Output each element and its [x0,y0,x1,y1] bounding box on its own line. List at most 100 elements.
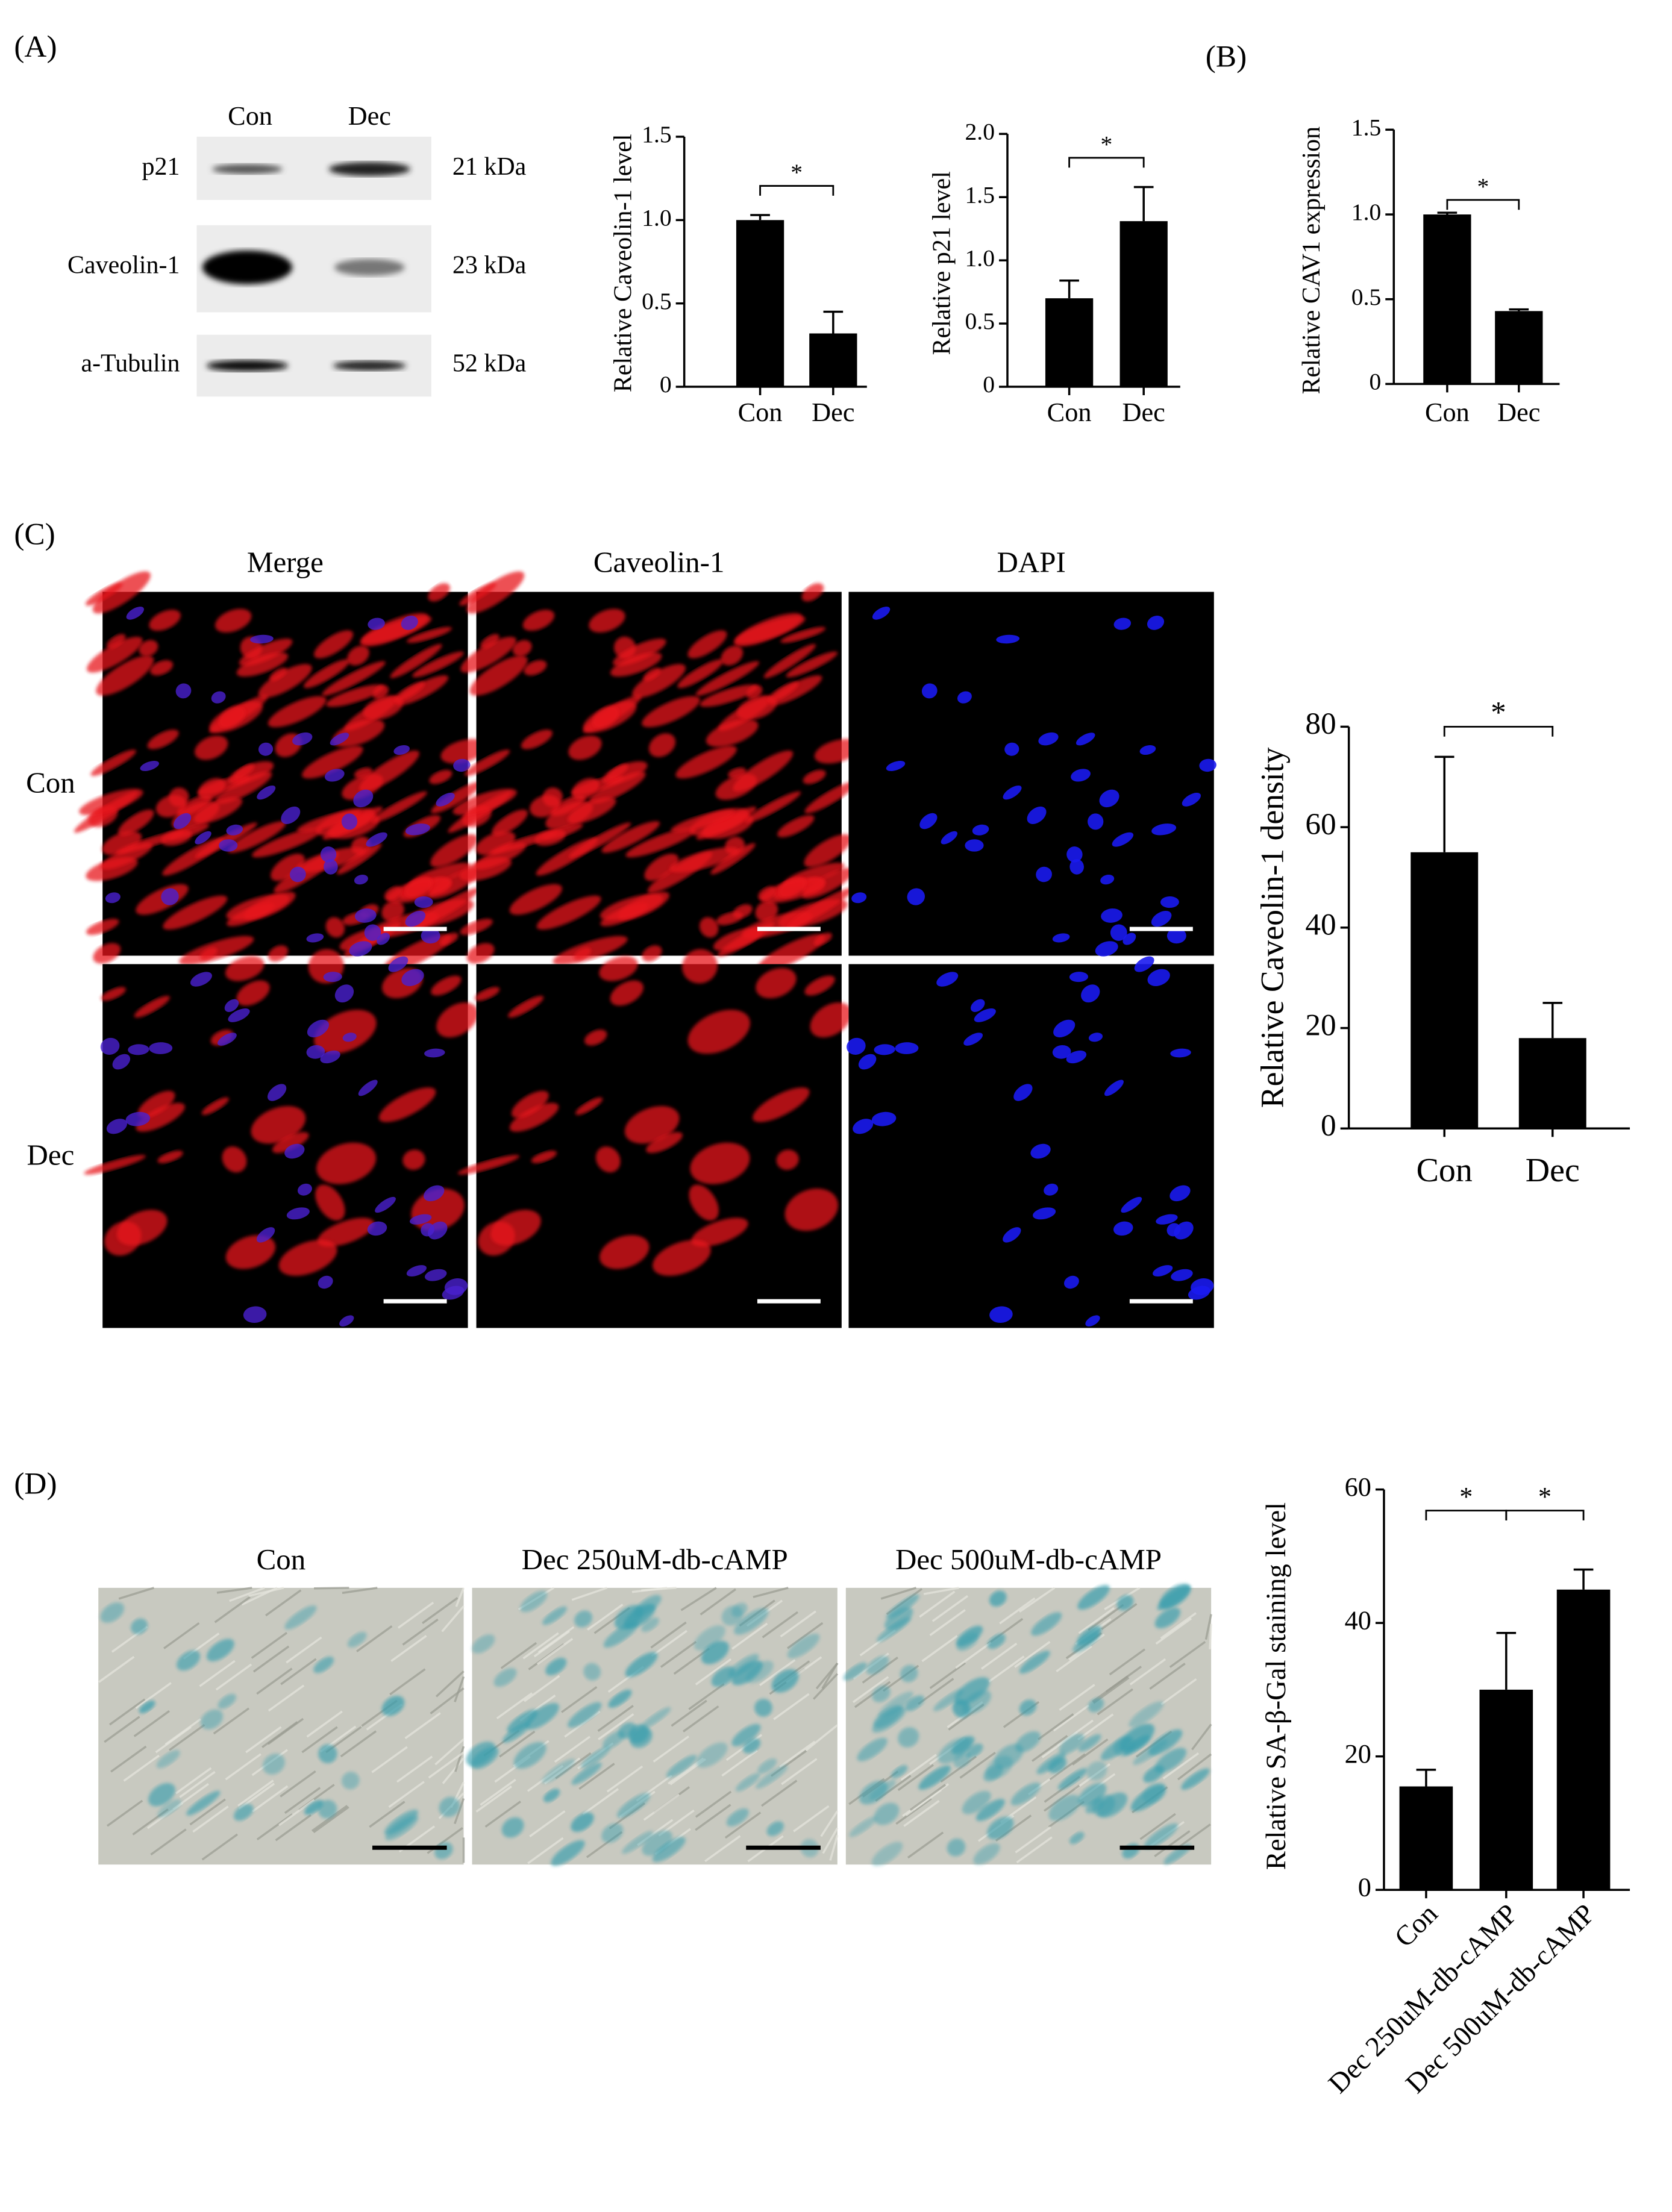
significance-label: * [1100,131,1112,157]
red-signal [687,630,727,658]
stain [543,1789,560,1802]
bar-chart: 0 20 40 60 80 Relative Caveolin-1 density Con D… [1254,695,1630,1189]
stain [938,1737,971,1764]
nucleus [405,911,426,927]
stain [1078,1782,1107,1807]
blot-row-label: a-Tubulin [81,350,180,378]
cell-streak [280,1770,316,1798]
nucleus [436,792,455,807]
red-signal [198,778,226,800]
red-signal [413,888,479,929]
significance-bracket [1068,157,1145,168]
cell-streak [237,1779,274,1807]
stain [583,1663,601,1681]
nucleus [1139,745,1156,755]
nucleus [1052,933,1070,943]
red-signal [457,1155,520,1175]
cell-streak [529,1810,566,1837]
red-signal [378,1087,436,1122]
cell-streak [524,1675,560,1702]
nucleus [284,1143,305,1159]
red-signal [721,645,744,666]
cell-streak [753,1587,789,1598]
nucleus [996,634,1020,644]
red-signal [225,1235,276,1269]
nucleus [921,683,938,699]
x-tick-label: Con [738,398,783,427]
row-label: Con [26,766,75,799]
red-signal [268,945,289,962]
cell-streak [578,1763,615,1790]
significance-label: * [791,159,803,186]
cell-streak [306,1710,343,1738]
cell-streak [571,1587,608,1601]
cell-streak [643,1793,680,1821]
stain [384,1810,418,1836]
stain [872,1686,891,1702]
stain [756,1765,788,1789]
row-label: Dec [27,1139,75,1172]
cell-streak [106,1799,143,1827]
stain [131,1618,148,1634]
stain [871,1842,903,1866]
cell-streak [169,1723,205,1751]
cell-streak [371,1746,408,1773]
cell-streak [1032,1735,1068,1762]
red-signal [236,980,270,1006]
red-signal [648,733,676,757]
red-signal [737,695,777,720]
cell-streak [396,1755,433,1783]
red-signal [599,956,638,981]
column-label: Dec 500uM-db-cAMP [895,1543,1162,1576]
stain [987,1634,1006,1649]
red-signal [314,630,354,658]
stain [601,1823,624,1843]
cell-streak [286,1636,322,1664]
nucleus [1147,969,1170,987]
nucleus [366,832,387,847]
nucleus [190,972,212,987]
nucleus [250,634,274,644]
cell-streak [587,1604,624,1631]
cell-streak [650,1621,687,1649]
stain [857,1737,888,1761]
x-tick-label: Dec [1122,398,1165,427]
nucleus [442,1286,465,1300]
red-signal [347,645,369,666]
nucleus [874,1044,895,1055]
red-signal [700,684,758,707]
cell-streak [98,1655,135,1683]
red-signal [642,945,662,962]
nucleus [1169,1185,1191,1202]
stain [1057,1768,1088,1790]
nucleus [358,1079,378,1096]
red-signal [272,1132,309,1154]
stain [580,1746,611,1769]
cell-streak [773,1693,810,1720]
nucleus [1110,924,1127,941]
nucleus [375,1196,396,1213]
red-signal [393,681,425,702]
cell-streak [256,1667,293,1695]
red-signal [106,634,126,649]
y-tick-label: 40 [1345,1605,1371,1635]
stain [1031,1612,1062,1636]
cell-streak [651,1629,687,1657]
cell-streak [1015,1826,1051,1854]
stain [1019,1699,1037,1716]
column-label: DAPI [997,545,1065,578]
panel-label: (C) [14,517,55,551]
cell-streak [1191,1723,1212,1751]
bar-chart: 0 20 40 60 Relative SA-β-Gal staining level C… [1260,1472,1630,2099]
red-signal [755,900,778,922]
red-signal [758,886,776,901]
stain [603,1731,625,1749]
stain [766,1821,784,1836]
cell-streak [1053,1704,1090,1732]
red-signal [804,975,835,996]
lane-label: Dec [348,101,391,131]
nucleus [341,813,358,830]
blot-band [202,250,293,284]
red-signal [222,1146,247,1173]
stain [849,1816,877,1837]
